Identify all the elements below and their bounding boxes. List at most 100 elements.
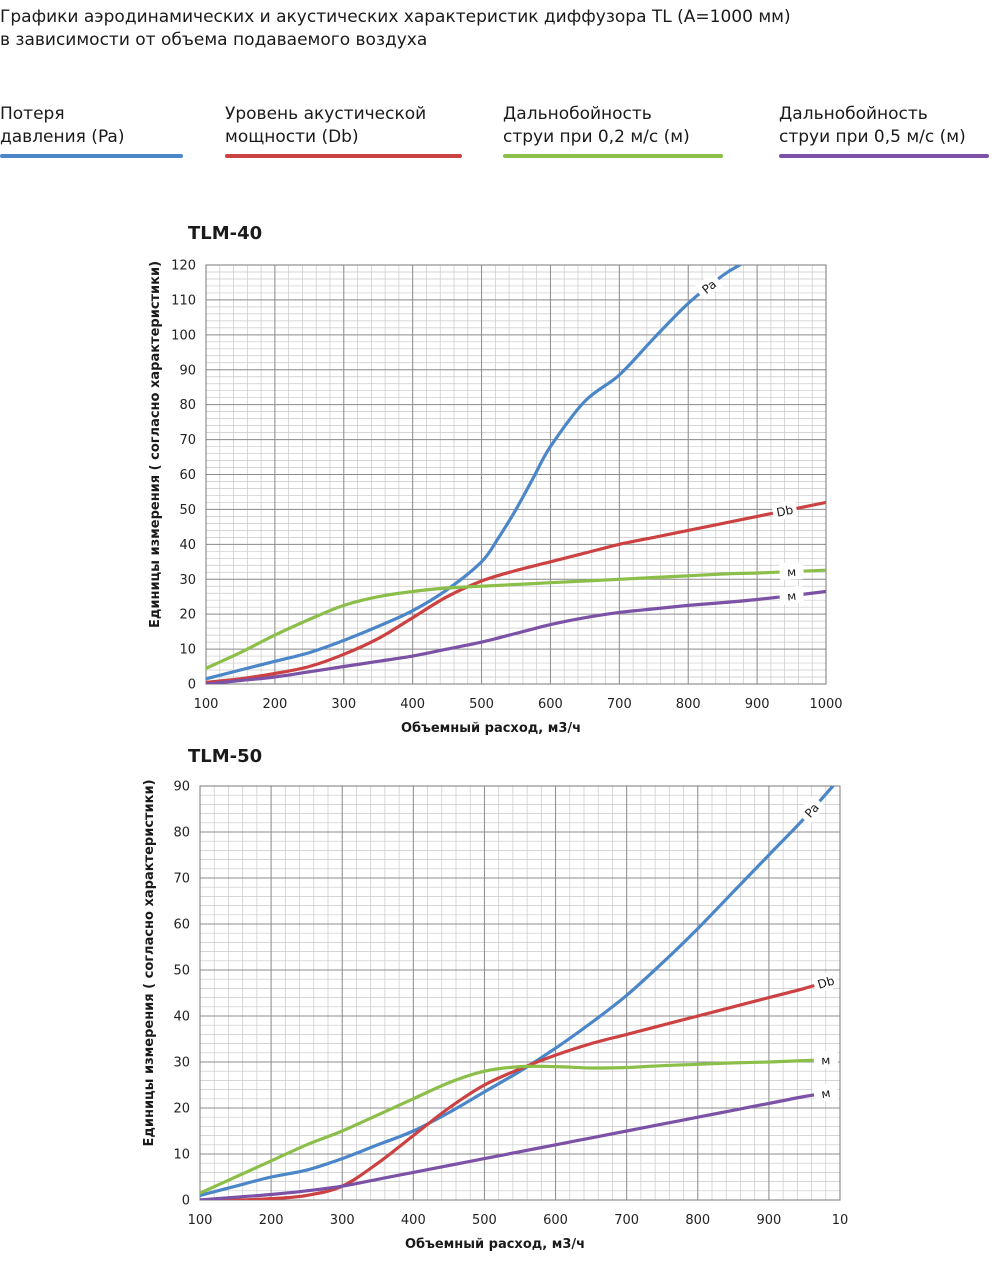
series-label-bg <box>694 272 723 300</box>
legend-label-throw-02-line2: струи при 0,2 м/с (м) <box>503 127 690 147</box>
series-label-text: Pa <box>699 277 719 297</box>
series-label-bg <box>813 1050 838 1069</box>
x-tick-label: 400 <box>401 1213 426 1228</box>
series-label-bg <box>778 585 805 605</box>
y-tick-label: 80 <box>179 398 196 413</box>
series-label-2: м <box>813 1050 838 1069</box>
x-tick-label: 100 <box>188 1213 213 1228</box>
legend-label-pressure-line2: давления (Pa) <box>0 127 125 147</box>
legend-label-pressure-line1: Потеря <box>0 104 65 124</box>
y-axis-title: Единицы измерения ( согласно характерист… <box>142 779 157 1146</box>
series-label-text: м <box>820 1086 831 1101</box>
series-label-text: м <box>786 589 797 604</box>
legend-label-throw-05-line2: струи при 0,5 м/с (м) <box>779 127 966 147</box>
y-tick-label: 80 <box>173 826 190 841</box>
series-line-0 <box>200 786 835 1197</box>
page-title: Графики аэродинамических и акустических … <box>0 6 990 52</box>
y-tick-label: 110 <box>171 293 196 308</box>
series-label-bg <box>797 796 825 824</box>
y-tick-label: 40 <box>179 538 196 553</box>
x-tick-label: 200 <box>259 1213 284 1228</box>
x-tick-label: 600 <box>543 1213 568 1228</box>
legend-item-throw-02: Дальнобойность струи при 0,2 м/с (м) <box>503 103 723 158</box>
x-tick-label: 800 <box>685 1213 710 1228</box>
legend-label-throw-05-line1: Дальнобойность <box>779 104 928 124</box>
plot-frame <box>199 785 841 1201</box>
x-axis-title: Объемный расход, м3/ч <box>401 721 581 736</box>
x-axis-title: Объемный расход, м3/ч <box>405 1237 585 1252</box>
legend-swatch-acoustic <box>225 154 462 158</box>
series-label-text: Pa <box>802 801 822 821</box>
series-label-text: м <box>787 565 797 579</box>
x-tick-label: 800 <box>676 697 701 712</box>
series-label-bg <box>812 1082 839 1103</box>
x-tick-label: 700 <box>607 697 632 712</box>
chart-tlm50: 0 10 20 30 40 50 60 70 80 90 100 200 300 400 500 600 700… <box>142 779 849 1252</box>
legend-label-throw-02-line1: Дальнобойность <box>503 104 652 124</box>
x-tick-label: 700 <box>614 1213 639 1228</box>
y-tick-label: 50 <box>179 503 196 518</box>
series-line-3 <box>206 589 826 684</box>
series-line-3 <box>200 1090 835 1200</box>
legend-label-acoustic-line1: Уровень акустической <box>225 104 427 124</box>
x-tick-label: 600 <box>538 697 563 712</box>
series-label-3: м <box>812 1082 839 1103</box>
y-tick-label: 20 <box>179 608 196 623</box>
x-tick-label: 400 <box>400 697 425 712</box>
y-tick-label: 60 <box>173 918 190 933</box>
grid <box>199 785 841 1201</box>
series-label-1: Db <box>771 499 798 521</box>
chart-title-tlm40: TLM-40 <box>188 223 263 244</box>
y-tick-label: 10 <box>179 643 196 658</box>
y-tick-label: 10 <box>173 1148 190 1163</box>
legend-swatch-throw-02 <box>503 154 723 158</box>
x-tick-label: 10 <box>832 1213 849 1228</box>
legend-item-pressure: Потеря давления (Pa) <box>0 103 183 158</box>
x-tick-label: 100 <box>194 697 219 712</box>
x-tick-label: 300 <box>331 697 356 712</box>
x-tick-label: 500 <box>469 697 494 712</box>
series-line-0 <box>206 265 742 681</box>
legend-label-acoustic-line2: мощности (Db) <box>225 127 359 147</box>
legend-swatch-throw-05 <box>779 154 989 158</box>
y-tick-label: 0 <box>188 678 196 693</box>
series-label-text: Db <box>816 974 836 992</box>
x-tick-label: 500 <box>472 1213 497 1228</box>
series-line-2 <box>206 568 826 670</box>
y-tick-label: 50 <box>173 964 190 979</box>
y-tick-label: 120 <box>171 259 196 274</box>
series-label-0: Pa <box>694 272 723 300</box>
y-tick-label: 20 <box>173 1102 190 1117</box>
x-tick-label: 200 <box>262 697 287 712</box>
y-tick-label: 70 <box>179 433 196 448</box>
y-tick-label: 30 <box>179 573 196 588</box>
series-line-1 <box>206 500 826 684</box>
y-tick-label: 60 <box>179 468 196 483</box>
series-label-bg <box>779 562 804 580</box>
grid <box>205 264 827 685</box>
series-line-2 <box>200 1058 835 1195</box>
series-label-3: м <box>778 585 805 605</box>
x-tick-label: 900 <box>745 697 770 712</box>
title-line-2: в зависимости от объема подаваемого возд… <box>0 30 428 50</box>
series-label-bg <box>812 970 840 993</box>
legend-swatch-pressure <box>0 154 183 158</box>
series-label-bg <box>771 499 798 521</box>
x-tick-label: 1000 <box>809 697 842 712</box>
title-line-1: Графики аэродинамических и акустических … <box>0 7 791 27</box>
x-tick-label: 900 <box>756 1213 781 1228</box>
y-tick-label: 30 <box>173 1056 190 1071</box>
series-label-text: м <box>821 1053 831 1067</box>
y-tick-label: 70 <box>173 872 190 887</box>
plot-frame <box>205 264 827 685</box>
y-axis-title: Единицы измерения ( согласно характерист… <box>148 261 163 628</box>
chart-title-tlm50: TLM-50 <box>188 746 263 767</box>
series-line-1 <box>200 978 835 1200</box>
legend-item-acoustic: Уровень акустической мощности (Db) <box>225 103 462 158</box>
y-tick-label: 40 <box>173 1010 190 1025</box>
y-tick-label: 90 <box>179 363 196 378</box>
series-group <box>200 786 835 1200</box>
chart-tlm40: 0 10 20 30 40 50 60 70 80 90 100 110 120 100 200 300 400… <box>148 259 843 737</box>
x-tick-label: 300 <box>330 1213 355 1228</box>
series-label-2: м <box>779 562 804 580</box>
